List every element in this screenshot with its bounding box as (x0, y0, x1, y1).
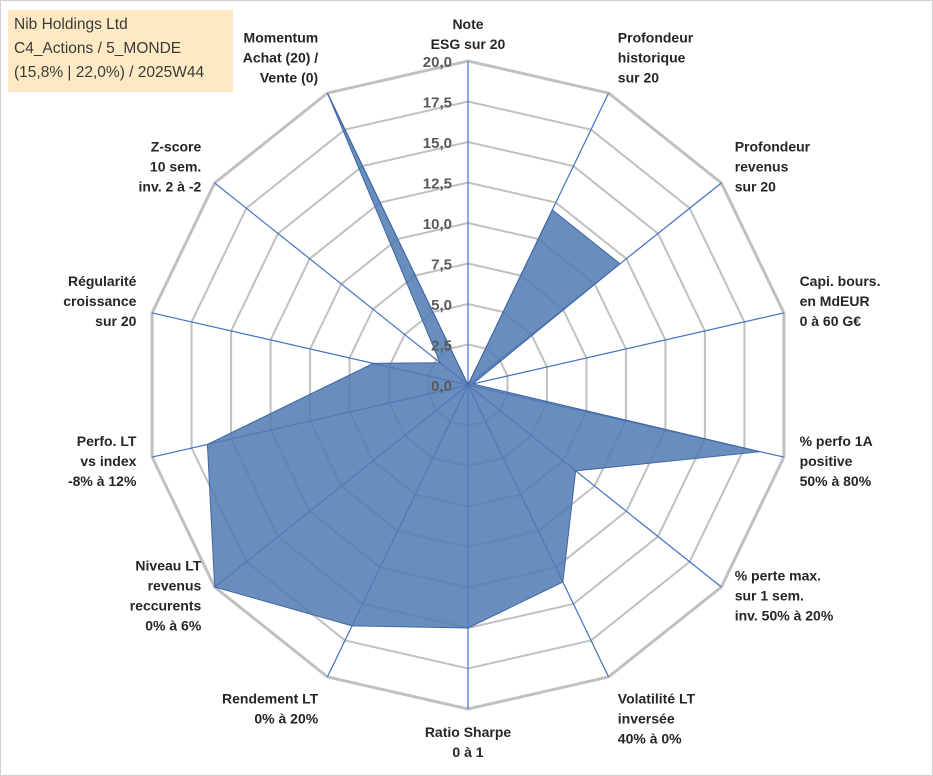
tick-label: 10,0 (423, 216, 452, 233)
tick-label: 7,5 (431, 257, 452, 274)
axis-spoke-3 (467, 312, 785, 386)
axis-label-8: Rendement LT 0% à 20% (222, 691, 319, 727)
performance-period-label: (15,8% | 22,0%) / 2025W44 (14, 64, 205, 81)
tick-label: 0,0 (431, 378, 452, 395)
axis-label-1: Profondeur historique sur 20 (618, 29, 694, 85)
axis-label-13: Momentum Achat (20) / Vente (0) (243, 29, 319, 85)
data-series (206, 92, 761, 629)
tick-label: 2,5 (431, 338, 452, 355)
tick-label: 12,5 (423, 176, 452, 193)
tick-label: 5,0 (431, 297, 452, 314)
axis-label-12: Z-score 10 sem. inv. 2 à -2 (139, 139, 202, 195)
axis-label-7: Ratio Sharpe 0 à 1 (425, 724, 512, 760)
axis-label-10: Perfo. LT vs index -8% à 12% (68, 433, 137, 489)
tick-label: 17,5 (423, 95, 452, 112)
axis-label-11: Régularité croissance sur 20 (63, 273, 136, 329)
axis-labels: Note ESG sur 20 Profondeur historique sur 20… (63, 16, 880, 760)
axis-label-9: Niveau LT revenus reccurents 0% à 6% (130, 557, 202, 633)
tick-labels: 0,0 2,5 5,0 7,5 10,0 12,5 15,0 17,5 20,0 (423, 54, 452, 395)
data-series-area (206, 92, 761, 629)
axis-label-4: % perfo 1A positive 50% à 80% (800, 433, 873, 489)
axis-label-5: % perte max. sur 1 sem. inv. 50% à 20% (735, 567, 834, 623)
company-name: Nib Holdings Ltd (14, 16, 128, 33)
axis-label-2: Profondeur revenus sur 20 (735, 139, 811, 195)
axis-label-3: Capi. bours. en MdEUR 0 à 60 G€ (800, 273, 881, 329)
category-label: C4_Actions / 5_MONDE (14, 40, 182, 57)
info-box: Nib Holdings Ltd C4_Actions / 5_MONDE (1… (8, 10, 233, 92)
axis-label-6: Volatilité LT inversée 40% à 0% (618, 691, 696, 747)
tick-label: 20,0 (423, 54, 452, 71)
axis-label-0: Note ESG sur 20 (431, 16, 506, 52)
tick-label: 15,0 (423, 135, 452, 152)
axis-spoke-12 (214, 182, 469, 386)
